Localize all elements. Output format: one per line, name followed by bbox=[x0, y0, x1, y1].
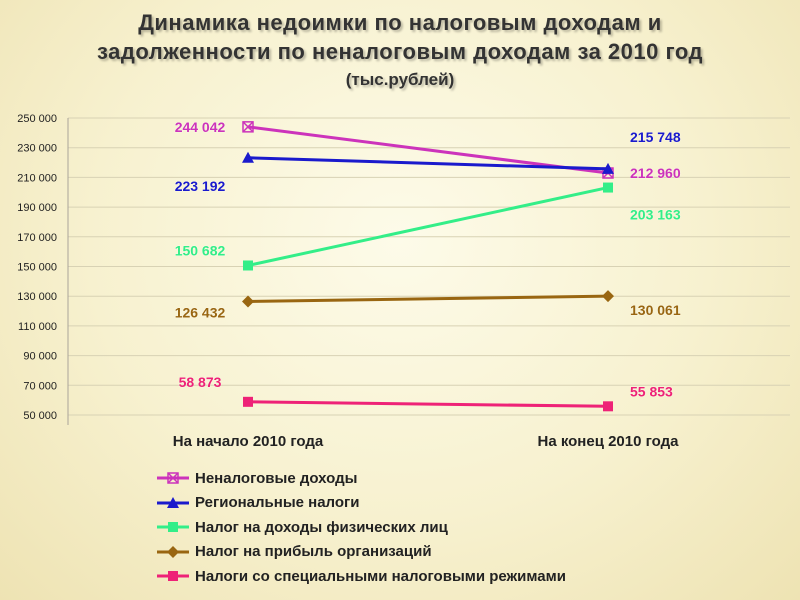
data-point bbox=[242, 151, 254, 163]
series-line bbox=[247, 294, 609, 303]
legend-swatch bbox=[157, 472, 189, 484]
data-label: 212 960 bbox=[630, 165, 681, 181]
y-tick-label: 130 000 bbox=[17, 291, 57, 303]
y-tick-label: 170 000 bbox=[17, 232, 57, 244]
chart-title-line2: задолженности по неналоговым доходам за … bbox=[97, 39, 703, 64]
legend-item: Налог на доходы физических лиц bbox=[155, 515, 566, 540]
data-point bbox=[602, 290, 614, 303]
data-label: 58 873 bbox=[179, 374, 222, 390]
y-tick-label: 70 000 bbox=[23, 380, 57, 392]
legend-marker bbox=[168, 571, 178, 582]
legend-swatch bbox=[157, 522, 189, 533]
series-line bbox=[247, 125, 609, 175]
y-tick-label: 150 000 bbox=[17, 262, 57, 274]
legend-item: Налоги со специальными налоговыми режима… bbox=[155, 564, 566, 589]
y-tick-label: 50 000 bbox=[23, 410, 57, 422]
data-point bbox=[242, 121, 254, 133]
legend-label: Неналоговые доходы bbox=[195, 469, 358, 487]
series-line bbox=[247, 186, 609, 267]
legend-item: Неналоговые доходы bbox=[155, 466, 566, 491]
chart-legend: Неналоговые доходы Региональные налоги Нал… bbox=[155, 466, 566, 589]
legend-swatch bbox=[157, 545, 189, 558]
data-label: 215 748 bbox=[630, 129, 681, 145]
data-label: 223 192 bbox=[175, 178, 226, 194]
chart-title: Динамика недоимки по налоговым доходам и… bbox=[0, 8, 800, 92]
y-tick-label: 230 000 bbox=[17, 143, 57, 155]
chart-title-line1: Динамика недоимки по налоговым доходам и bbox=[138, 10, 662, 35]
legend-label: Налог на прибыль организаций bbox=[195, 543, 432, 561]
legend-marker bbox=[167, 472, 179, 484]
data-point bbox=[603, 182, 613, 193]
chart-units: (тыс.рублей) bbox=[345, 70, 455, 89]
data-point bbox=[602, 162, 614, 174]
y-tick-label: 190 000 bbox=[17, 202, 57, 214]
y-tick-label: 210 000 bbox=[17, 172, 57, 184]
series-line bbox=[247, 400, 609, 408]
series-line bbox=[247, 156, 609, 171]
data-point bbox=[243, 260, 253, 271]
y-tick-label: 250 000 bbox=[17, 113, 57, 125]
data-label: 203 163 bbox=[630, 207, 681, 223]
y-tick-label: 110 000 bbox=[18, 321, 57, 333]
data-label: 244 042 bbox=[175, 119, 226, 135]
data-point bbox=[243, 396, 253, 407]
x-tick-label: На начало 2010 года bbox=[173, 433, 324, 450]
y-tick-label: 90 000 bbox=[23, 351, 57, 363]
data-point bbox=[603, 401, 613, 412]
legend-item: Региональные налоги bbox=[155, 491, 566, 516]
legend-label: Налог на доходы физических лиц bbox=[195, 518, 448, 536]
data-label: 126 432 bbox=[175, 304, 226, 320]
legend-marker bbox=[167, 545, 179, 558]
data-point bbox=[242, 295, 254, 308]
legend-label: Региональные налоги bbox=[195, 494, 360, 512]
data-label: 130 061 bbox=[630, 302, 681, 318]
legend-swatch bbox=[157, 496, 189, 508]
x-tick-label: На конец 2010 года bbox=[537, 433, 679, 450]
data-label: 150 682 bbox=[175, 242, 226, 258]
legend-item: Налог на прибыль организаций bbox=[155, 540, 566, 565]
legend-swatch bbox=[157, 571, 189, 582]
data-label: 55 853 bbox=[630, 383, 673, 399]
legend-marker bbox=[167, 496, 179, 508]
legend-marker bbox=[168, 522, 178, 533]
legend-label: Налоги со специальными налоговыми режима… bbox=[195, 567, 566, 585]
